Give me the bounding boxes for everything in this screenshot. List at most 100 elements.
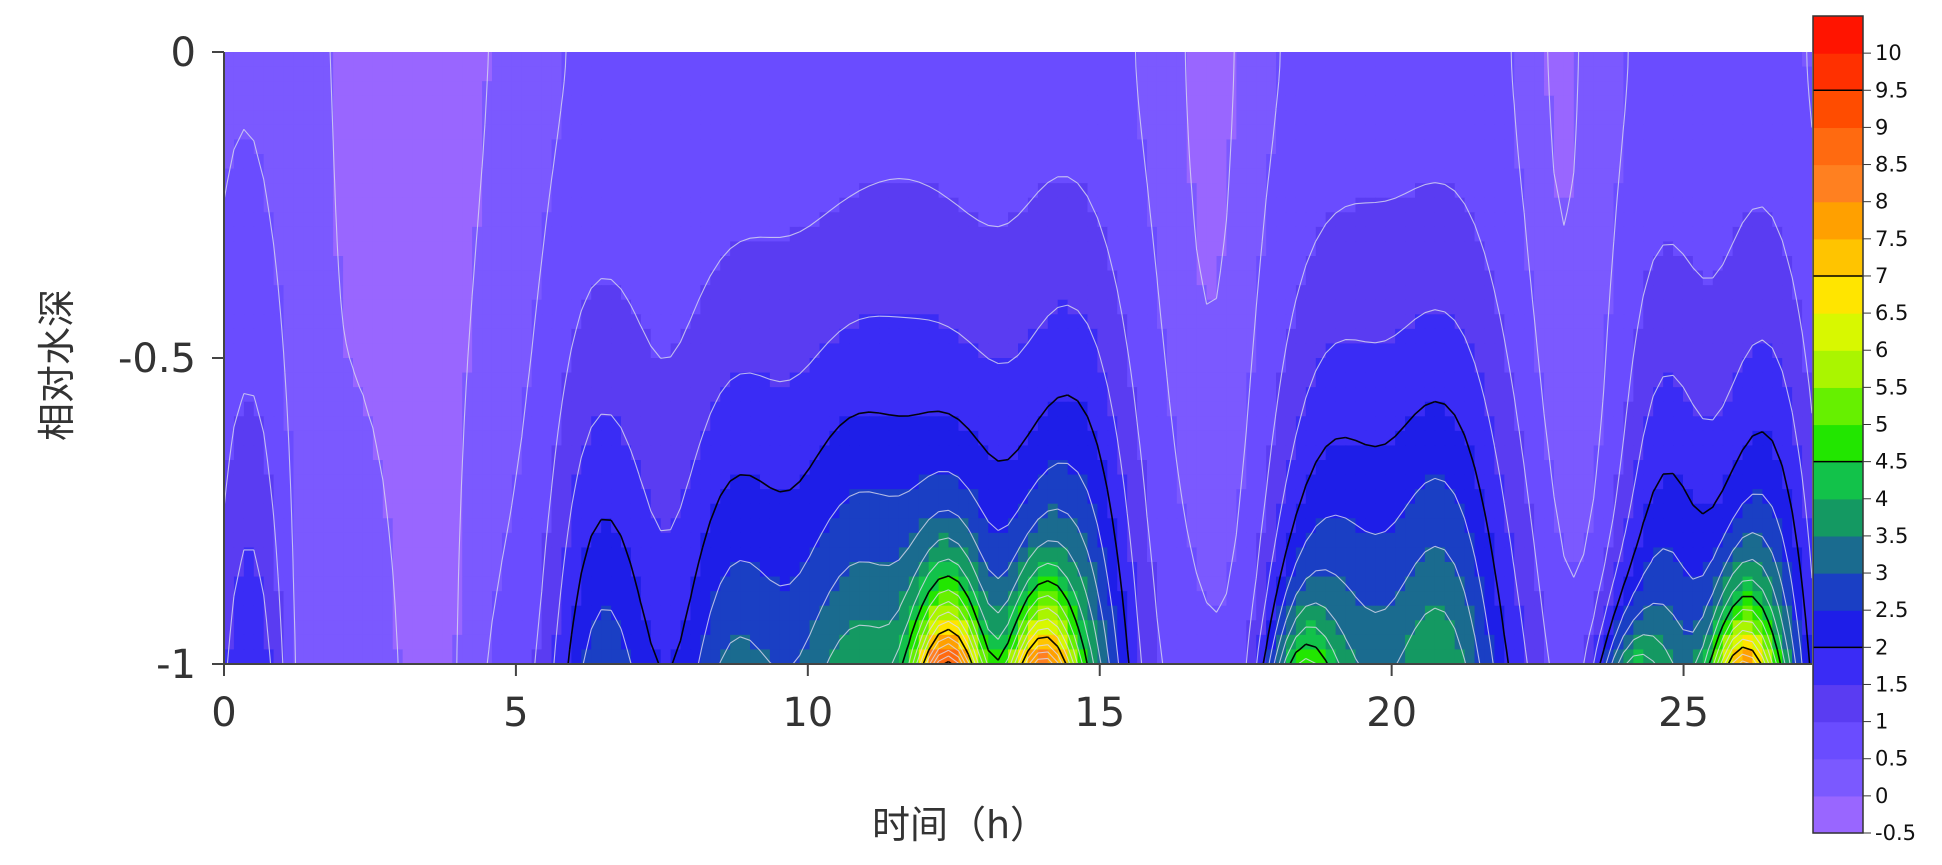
contour-cell [789, 401, 801, 417]
contour-cell [978, 256, 989, 272]
contour-cell [263, 212, 275, 228]
contour-cell [1176, 445, 1188, 461]
contour-cell [1524, 256, 1535, 272]
contour-cell [343, 95, 354, 111]
contour-cell [859, 270, 870, 286]
contour-cell [531, 401, 543, 417]
contour-cell [1742, 52, 1754, 68]
contour-cell [1156, 387, 1168, 403]
contour-cell [948, 168, 960, 184]
contour-cell [1653, 358, 1664, 374]
contour-cell [462, 241, 473, 257]
contour-cell [1722, 372, 1734, 388]
contour-cell [799, 241, 811, 257]
contour-cell [571, 343, 582, 359]
contour-cell [908, 416, 920, 432]
contour-cell [1653, 401, 1664, 417]
contour-cell [1186, 270, 1198, 286]
contour-cell [1792, 110, 1803, 126]
contour-cell [700, 52, 712, 68]
contour-cell [650, 314, 662, 330]
contour-cell [1335, 66, 1347, 82]
contour-cell [293, 52, 305, 68]
contour-cell [253, 139, 265, 155]
contour-cell [1583, 124, 1595, 141]
contour-cell [1147, 168, 1158, 184]
contour-cell [918, 460, 930, 476]
contour-cell [1057, 314, 1069, 330]
contour-cell [293, 183, 305, 199]
contour-cell [452, 416, 463, 432]
contour-cell [1504, 139, 1515, 155]
contour-cell [1037, 328, 1049, 345]
contour-cell [253, 197, 265, 213]
contour-cell [1563, 124, 1575, 141]
contour-cell [1305, 226, 1317, 243]
contour-cell [1415, 95, 1426, 111]
contour-cell [243, 503, 255, 519]
contour-cell [998, 110, 1009, 126]
contour-cell [730, 241, 741, 257]
contour-cell [640, 124, 652, 141]
contour-cell [432, 241, 444, 257]
contour-cell [422, 154, 434, 170]
contour-cell [402, 430, 414, 447]
contour-cell [968, 183, 979, 199]
contour-cell [779, 124, 791, 141]
contour-cell [571, 52, 582, 68]
contour-cell [730, 314, 741, 330]
contour-cell [1127, 197, 1138, 213]
contour-cell [1315, 430, 1327, 447]
contour-cell [1037, 489, 1049, 505]
contour-cell [1147, 212, 1158, 228]
contour-cell [898, 474, 910, 490]
contour-cell [1673, 343, 1684, 359]
contour-cell [998, 474, 1009, 490]
contour-cell [1008, 81, 1019, 97]
contour-cell [1792, 372, 1803, 388]
contour-cell [1553, 256, 1565, 272]
contour-cell [253, 430, 265, 447]
contour-cell [1772, 183, 1783, 199]
contour-cell [740, 430, 751, 447]
contour-cell [1405, 154, 1416, 170]
contour-cell [1355, 81, 1367, 97]
contour-cell [601, 241, 612, 257]
contour-cell [750, 474, 761, 490]
contour-cell [898, 430, 910, 447]
contour-cell [482, 241, 493, 257]
contour-cell [759, 285, 771, 301]
contour-cell [1018, 110, 1029, 126]
contour-cell [740, 81, 751, 97]
contour-cell [869, 183, 880, 199]
contour-cell [1107, 256, 1118, 272]
contour-cell [343, 270, 354, 286]
contour-cell [591, 168, 602, 184]
contour-cell [1802, 81, 1812, 97]
contour-cell [581, 95, 592, 111]
contour-cell [1256, 343, 1267, 359]
contour-cell [1216, 66, 1228, 82]
contour-cell [958, 241, 970, 257]
contour-cell [879, 226, 890, 243]
contour-cell [1166, 154, 1178, 170]
contour-cell [720, 489, 731, 505]
contour-cell [1018, 314, 1029, 330]
contour-cell [1216, 416, 1228, 432]
contour-cell [839, 358, 850, 374]
contour-cell [1117, 154, 1128, 170]
contour-cell [829, 474, 841, 490]
contour-cell [1623, 401, 1635, 417]
contour-cell [313, 503, 324, 519]
contour-cell [730, 110, 741, 126]
contour-cell [1692, 110, 1704, 126]
contour-cell [1027, 95, 1039, 111]
contour-cell [1057, 183, 1069, 199]
contour-cell [1266, 124, 1277, 141]
contour-cell [1544, 416, 1555, 432]
contour-cell [313, 460, 324, 476]
contour-cell [908, 226, 920, 243]
contour-cell [621, 270, 632, 286]
contour-cell [809, 197, 821, 213]
contour-cell [1424, 212, 1436, 228]
